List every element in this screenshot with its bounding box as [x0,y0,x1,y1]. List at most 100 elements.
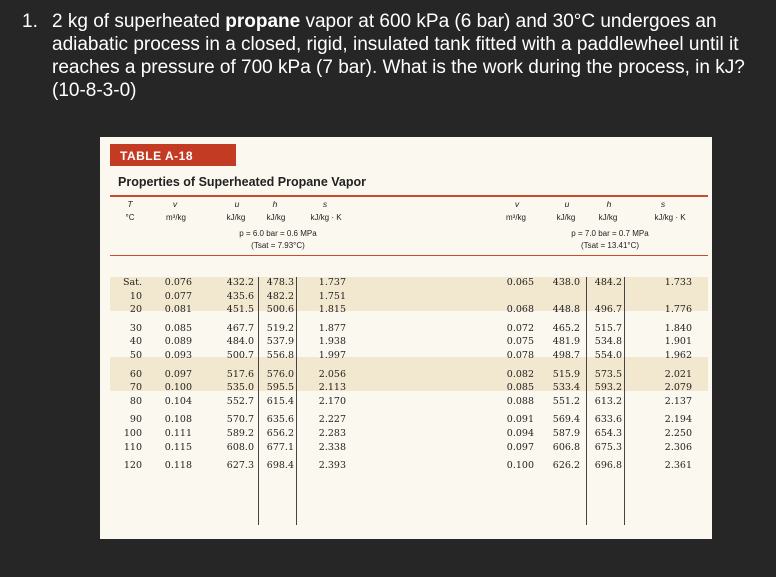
table-row: 50 0.093 500.7 556.8 1.997 0.078 498.7 554.0 1.9… [100,350,712,362]
left-block-tsat: (Tsat = 7.93°C) [251,241,305,250]
table-cell-u2: 438.0 [552,277,580,288]
table-cell-v2: 0.065 [506,277,534,288]
table-cell-v2: 0.094 [506,428,534,439]
table-caption: Properties of Superheated Propane Vapor [118,175,366,189]
table-cell-v1: 0.100 [164,382,192,394]
table-cell-s1: 1.815 [318,304,346,316]
table-cell-v2: 0.091 [506,414,534,426]
table-cell-T: 40 [129,336,142,348]
header-s-left: s [322,199,328,209]
table-cell-s2: 1.733 [664,277,692,288]
header-v-right: v [514,199,520,209]
table-cell-u1: 435.6 [226,290,254,302]
table-row: 60 0.097 517.6 576.0 2.056 0.082 515.9 573.5 2.0… [100,369,712,381]
table-cell-s1: 1.997 [318,350,346,361]
header-T: T [127,199,133,209]
header-s-right: s [660,199,666,209]
unit-v-left: m³/kg [166,213,186,222]
problem-text-part: vapor at 600 kPa (6 bar) and 30°C underg… [52,11,745,101]
table-cell-h2: 633.6 [594,414,622,426]
table-cell-u2: 569.4 [552,414,580,426]
table-cell-s1: 2.393 [318,460,346,472]
table-cell-u1: 589.2 [226,428,254,439]
table-cell-u1: 451.5 [226,304,254,316]
table-cell-v2: 0.100 [506,460,534,472]
header-v-left: v [172,199,178,209]
table-cell-v2: 0.085 [506,382,534,394]
unit-T: °C [125,213,135,222]
row-band [110,277,708,311]
table-cell-h2: 593.2 [594,382,622,394]
table-cell-h2: 696.8 [594,460,622,472]
table-row: 20 0.081 451.5 500.6 1.815 0.068 448.8 496.7 1.7… [100,304,712,316]
table-cell-h2: 515.7 [594,322,622,334]
table-cell-s1: 2.338 [318,441,346,453]
table-cell-h1: 519.2 [266,322,294,334]
right-block-pressure: p = 7.0 bar = 0.7 MPa [571,229,649,238]
table-cell-T: 110 [123,441,142,453]
table-cell-u2: 481.9 [552,336,580,348]
table-cell-s1: 1.737 [318,277,346,288]
table-cell-s1: 1.938 [318,336,346,348]
table-row: 10 0.077 435.6 482.2 1.751 [100,291,712,303]
table-cell-u1: 535.0 [226,382,254,394]
table-row: Sat. 0.076 432.2 478.3 1.737 0.065 438.0 484.2 1… [100,277,712,289]
table-cell-h1: 537.9 [266,336,294,348]
column-divider-left [296,277,297,525]
table-cell-s1: 2.113 [318,382,346,394]
table-cell-h1: 615.4 [266,395,294,407]
table-cell-v2: 0.072 [506,322,534,334]
table-cell-h1: 500.6 [266,304,294,316]
table-cell-s1: 2.283 [318,428,346,439]
table-cell-u2: 515.9 [552,368,580,380]
table-cell-v2: 0.075 [506,336,534,348]
table-cell-v1: 0.085 [164,322,192,334]
table-cell-s2: 2.079 [664,382,692,394]
header-h-right: h [606,199,612,209]
table-cell-h2: 654.3 [594,428,622,439]
table-row: 110 0.115 608.0 677.1 2.338 0.097 606.8 675.3 2.… [100,442,712,454]
table-cell-h1: 576.0 [266,368,294,380]
table-cell-v1: 0.104 [164,395,192,407]
table-row: 30 0.085 467.7 519.2 1.877 0.072 465.2 515.7 1.8… [100,323,712,335]
table-cell-T: 120 [123,460,142,472]
table-cell-s2: 2.250 [664,428,692,439]
table-cell-v1: 0.089 [164,336,192,348]
table-cell-T: 90 [129,414,142,426]
table-cell-h1: 478.3 [266,277,294,288]
table-cell-u1: 432.2 [226,277,254,288]
table-row: 90 0.108 570.7 635.6 2.227 0.091 569.4 633.6 2.1… [100,414,712,426]
table-cell-h2: 613.2 [594,395,622,407]
unit-s-right: kJ/kg · K [654,213,686,222]
property-table-image: TABLE A-18 Properties of Superheated Pro… [100,137,712,539]
problem-text-part: 2 kg of superheated [52,11,226,32]
unit-u-left: kJ/kg [226,213,246,222]
unit-h-left: kJ/kg [266,213,286,222]
problem-number: 1. [22,11,38,32]
table-cell-T: 30 [129,322,142,334]
table-cell-h1: 595.5 [266,382,294,394]
table-cell-v2: 0.078 [506,350,534,361]
table-row: 100 0.111 589.2 656.2 2.283 0.094 587.9 654.3 2.… [100,428,712,440]
unit-v-right: m³/kg [506,213,526,222]
unit-s-left: kJ/kg · K [310,213,342,222]
table-cell-h2: 496.7 [594,304,622,316]
table-cell-u1: 484.0 [226,336,254,348]
header-h-left: h [272,199,278,209]
table-cell-s2: 1.962 [664,350,692,361]
table-cell-T: Sat. [122,277,142,288]
table-cell-s1: 2.056 [318,368,346,380]
table-cell-v1: 0.115 [164,441,192,453]
table-cell-h1: 656.2 [266,428,294,439]
table-cell-u1: 517.6 [226,368,254,380]
table-cell-u1: 627.3 [226,460,254,472]
right-block-tsat: (Tsat = 13.41°C) [580,241,640,250]
table-row: 120 0.118 627.3 698.4 2.393 0.100 626.2 696.8 2.… [100,460,712,472]
table-cell-T: 70 [129,382,142,394]
unit-h-right: kJ/kg [598,213,618,222]
header-rule [110,195,708,197]
table-cell-h1: 677.1 [266,441,294,453]
column-divider-right [586,277,587,525]
table-cell-T: 10 [129,290,142,302]
table-cell-s2: 2.306 [664,441,692,453]
